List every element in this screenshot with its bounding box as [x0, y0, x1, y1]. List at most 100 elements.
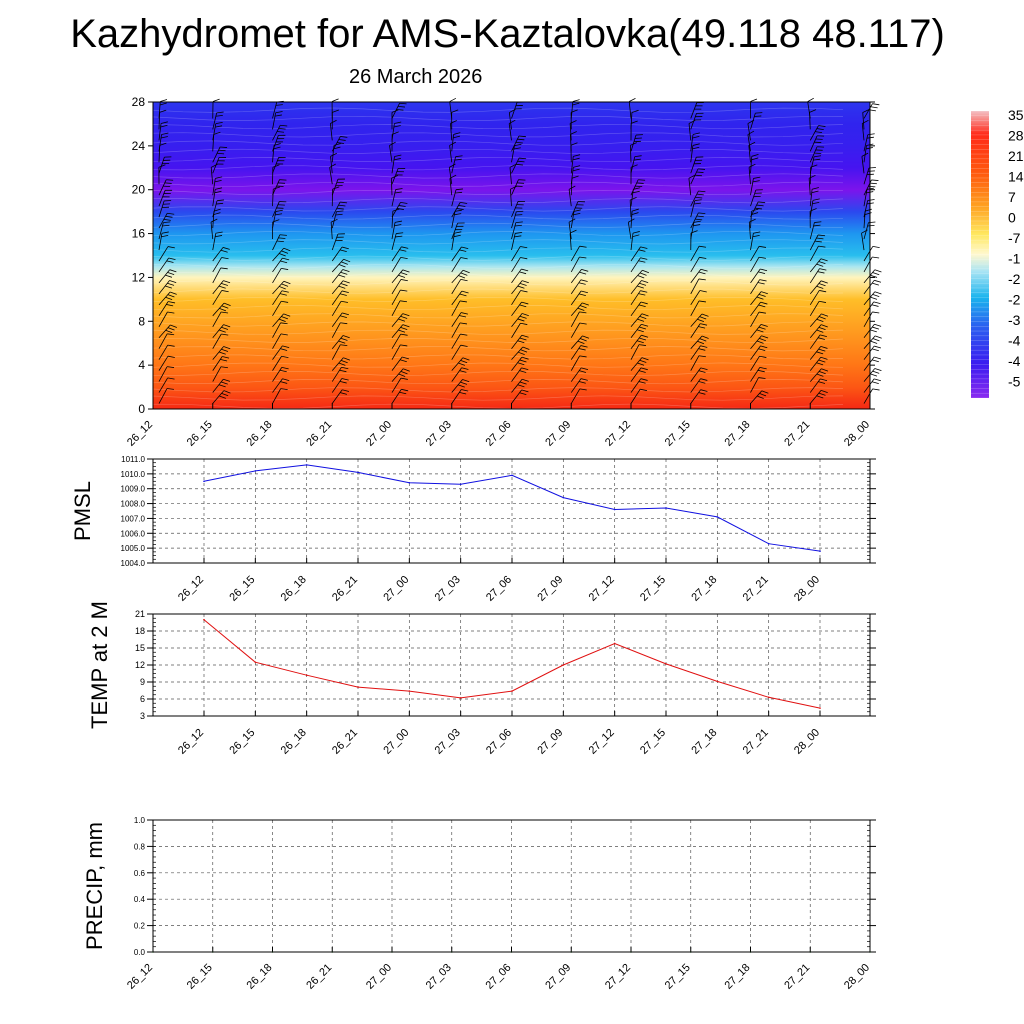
wind-barb	[511, 210, 524, 229]
wind-barb	[330, 152, 337, 174]
wind-barb	[630, 269, 650, 284]
wind-barb	[212, 231, 223, 251]
wind-barb	[212, 324, 231, 338]
wind-barb	[451, 300, 467, 316]
temperature-contour	[152, 296, 844, 302]
y-tick-label: 4	[138, 358, 145, 372]
precip-panel: 0.0 0.2 0.4 0.6 0.8 1.0 PRECIP, mm 26_12 26_15 26…	[82, 816, 876, 992]
wind-barb	[511, 268, 529, 284]
precip-panel-x-tick-label: 27_21	[782, 962, 812, 992]
temp-panel-data-point	[459, 697, 462, 699]
wind-barb	[750, 377, 766, 393]
wind-barb	[570, 209, 581, 229]
wind-barb	[158, 333, 175, 349]
y-tick-label: 15	[135, 643, 145, 653]
wind-barb	[511, 378, 529, 393]
wind-barb	[451, 257, 468, 273]
colorbar-label: 28	[1008, 128, 1024, 144]
wind-barb	[570, 201, 585, 218]
pmsl-panel-data-point	[613, 508, 616, 511]
wind-barb	[511, 179, 526, 196]
precip-panel-x-tick-label: 26_18	[245, 962, 275, 992]
temperature-contour	[152, 272, 844, 278]
pmsl-panel-data-point	[357, 471, 359, 474]
temp-panel-data-point	[408, 690, 411, 692]
wind-barb	[809, 290, 827, 306]
wind-barb	[809, 390, 828, 404]
wind-barb	[451, 201, 468, 218]
wind-barb	[331, 201, 348, 218]
temp-panel-x-tick-label: 27_12	[587, 727, 617, 757]
wind-barb	[570, 367, 589, 382]
wind-barb	[212, 257, 229, 273]
wind-barb	[570, 322, 587, 338]
temperature-contour	[152, 124, 844, 130]
wind-barb	[212, 290, 229, 306]
cross-section-x-tick-label: 26_12	[125, 419, 155, 449]
precip-panel-x-tick-label: 26_12	[125, 962, 155, 992]
precip-panel-x-tick-label: 28_00	[842, 962, 872, 992]
pmsl-panel-data-point	[254, 470, 257, 472]
cross-section-x-tick-label: 27_03	[424, 419, 454, 449]
wind-barb	[809, 245, 826, 262]
wind-barb	[158, 212, 175, 229]
wind-barb	[690, 190, 706, 207]
wind-barb	[212, 247, 230, 262]
wind-barb	[158, 156, 172, 174]
colorbar-label: 14	[1008, 169, 1024, 185]
wind-barb	[690, 290, 707, 306]
y-tick-label: 0.2	[134, 922, 146, 931]
wind-barb	[272, 366, 289, 382]
temp-panel-data-point	[254, 661, 257, 663]
pmsl-panel-data-point	[665, 507, 667, 509]
y-tick-label: 0.8	[134, 842, 146, 851]
wind-barb	[272, 322, 288, 338]
temperature-contour	[152, 280, 844, 286]
precip-panel-x-tick-label: 27_12	[603, 962, 633, 992]
wind-barb	[750, 335, 769, 349]
wind-barb	[272, 201, 287, 218]
wind-barb	[331, 258, 351, 273]
temperature-contour	[152, 115, 844, 121]
temp-panel-data-point	[357, 686, 359, 688]
temperature-contour	[152, 198, 844, 204]
temp-panel-x-tick-label: 27_03	[433, 727, 463, 757]
wind-barb	[212, 187, 223, 207]
y-tick-label: 12	[132, 270, 146, 284]
wind-barb	[630, 290, 648, 306]
wind-barb	[690, 323, 708, 338]
wind-barb	[272, 247, 291, 262]
wind-barb	[809, 280, 828, 295]
wind-barb	[570, 345, 588, 360]
wind-barb	[272, 388, 288, 404]
wind-barb	[158, 257, 176, 273]
wind-barb	[391, 167, 406, 185]
wind-barb	[212, 311, 229, 327]
temp-panel-data-point	[511, 690, 513, 692]
wind-barb	[391, 300, 408, 316]
y-tick-label: 1005.0	[121, 544, 146, 553]
wind-barb	[158, 301, 176, 317]
wind-barb	[391, 232, 404, 251]
wind-barb	[158, 344, 175, 360]
wind-barb	[391, 188, 403, 207]
wind-barb	[331, 335, 350, 349]
wind-barb	[391, 154, 402, 174]
pmsl-panel-x-tick-label: 27_12	[587, 574, 617, 604]
y-tick-label: 0.4	[134, 895, 146, 904]
wind-barb	[750, 176, 761, 196]
wind-barb	[272, 257, 290, 273]
y-tick-label: 1010.0	[121, 470, 146, 479]
wind-barb	[391, 324, 410, 338]
wind-barb	[630, 109, 639, 130]
wind-barb	[690, 168, 706, 185]
wind-barb	[690, 199, 702, 218]
wind-barb	[158, 311, 175, 327]
wind-barb	[511, 313, 529, 328]
pmsl-panel-x-tick-label: 27_03	[433, 574, 463, 604]
wind-barb	[863, 323, 882, 338]
wind-barb	[158, 269, 177, 284]
wind-barb	[391, 246, 409, 262]
wind-barb	[272, 313, 291, 328]
